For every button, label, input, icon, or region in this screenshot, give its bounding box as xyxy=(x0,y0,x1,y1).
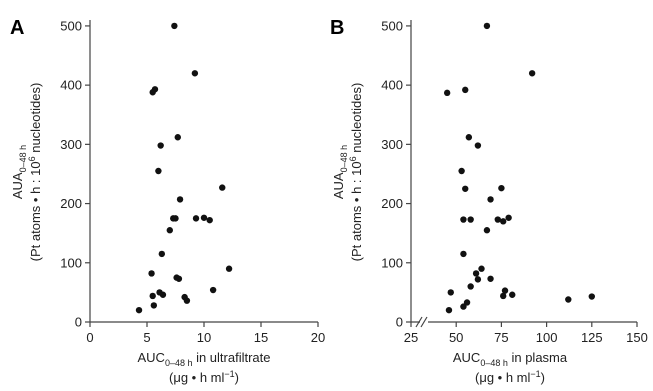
panel-b-scatter: B 0 100 200 300 400 500 25 50 75 100 125 150 AUA0–… xyxy=(330,17,648,385)
panel-b-data-point xyxy=(478,265,485,272)
panel-b-axis-break xyxy=(415,316,428,328)
panel-b-y-tick-label: 400 xyxy=(381,78,403,93)
panel-a-y-unit: (Pt atoms • h : 106 nucleotides) xyxy=(27,83,43,262)
panel-a-data-point xyxy=(158,250,166,258)
panel-a-data-point xyxy=(148,270,155,277)
panel-a-letter: A xyxy=(10,17,24,39)
panel-a-data-point xyxy=(171,22,178,30)
panel-a-data-point xyxy=(209,286,217,294)
panel-a-y-tick-label: 100 xyxy=(60,255,82,270)
panel-b-data-point xyxy=(483,227,491,234)
panel-a-data-point xyxy=(175,275,183,282)
panel-a-x-label: AUC0–48 h in ultrafiltrate xyxy=(137,350,270,368)
panel-b-x-label: AUC0–48 h in plasma xyxy=(453,350,568,368)
panel-a-y-label: AUA0–48 h xyxy=(10,145,28,199)
panel-b-y-ticks: 0 100 200 300 400 500 xyxy=(381,18,411,330)
panel-b-points xyxy=(443,22,595,314)
panel-a-data-point xyxy=(191,70,199,77)
panel-b-data-point xyxy=(528,70,536,77)
panel-b-data-point xyxy=(467,283,474,290)
panel-b-x-tick-label: 125 xyxy=(581,330,603,345)
panel-a-data-point xyxy=(176,196,184,203)
panel-b-data-point xyxy=(588,293,595,300)
panel-b-data-point xyxy=(500,218,507,225)
panel-a-data-point xyxy=(225,265,233,272)
panel-b-data-point xyxy=(474,276,482,283)
panel-a-y-tick-label: 200 xyxy=(60,196,82,211)
panel-b-data-point xyxy=(487,196,494,203)
panel-a-data-point xyxy=(149,292,156,300)
panel-b-letter: B xyxy=(330,17,344,39)
panel-a-points xyxy=(135,22,233,314)
panel-a-data-point xyxy=(172,215,179,222)
panel-a-x-tick-label: 20 xyxy=(311,330,325,345)
panel-b-data-point xyxy=(462,185,469,192)
panel-b-x-tick-label: 75 xyxy=(494,330,508,345)
panel-b-y-label: AUA0–48 h xyxy=(331,145,349,199)
panel-b-data-point xyxy=(462,86,469,94)
panel-b-data-point xyxy=(509,291,516,298)
panel-a-x-tick-label: 0 xyxy=(86,330,93,345)
panel-a-data-point xyxy=(206,216,213,224)
panel-a-x-ticks: 0 5 10 15 20 xyxy=(86,322,325,345)
panel-b-y-tick-label: 500 xyxy=(381,18,403,33)
panel-b-y-tick-label: 200 xyxy=(381,196,403,211)
panel-b-data-point xyxy=(500,292,507,300)
panel-a-x-tick-label: 15 xyxy=(254,330,268,345)
panel-b-data-point xyxy=(498,184,505,192)
panel-b-data-point xyxy=(465,134,473,141)
panel-b-data-point xyxy=(565,296,572,303)
panel-b-data-point xyxy=(447,289,454,296)
panel-b-x-tick-label: 100 xyxy=(536,330,558,345)
panel-b-x-ticks: 25 50 75 100 125 150 xyxy=(404,322,648,345)
panel-b-data-point xyxy=(501,287,509,294)
panel-a-x-tick-label: 5 xyxy=(143,330,150,345)
panel-b-data-point xyxy=(463,299,471,306)
panel-a-data-point xyxy=(149,89,156,96)
panel-a-data-point xyxy=(192,215,200,222)
panel-a-data-point xyxy=(183,297,191,304)
panel-b-data-point xyxy=(472,270,480,277)
panel-a-data-point xyxy=(157,142,164,149)
panel-a-data-point xyxy=(166,227,173,234)
panel-b-data-point xyxy=(460,216,467,223)
panel-b-data-point xyxy=(505,214,512,221)
panel-b-axes xyxy=(410,20,637,323)
panel-b-x-tick-label: 25 xyxy=(404,330,418,345)
panel-a-data-point xyxy=(135,306,143,314)
panel-a-y-tick-label: 500 xyxy=(60,18,82,33)
panel-a-y-ticks: 0 100 200 300 400 500 xyxy=(60,18,90,330)
panel-b-x-tick-label: 50 xyxy=(449,330,463,345)
panel-b-x-unit: (μg • h ml−1) xyxy=(475,369,545,385)
panel-a-data-point xyxy=(200,214,208,221)
panel-b-data-point xyxy=(458,167,465,175)
panel-b-x-tick-label: 150 xyxy=(626,330,648,345)
panel-a-y-tick-label: 400 xyxy=(60,78,82,93)
panel-a-data-point xyxy=(159,291,167,298)
panel-b-data-point xyxy=(494,216,501,223)
panel-b-y-tick-label: 0 xyxy=(396,315,403,330)
panel-b-data-point xyxy=(483,22,491,30)
panel-a-y-tick-label: 300 xyxy=(60,137,82,152)
panel-a-data-point xyxy=(174,134,181,141)
panel-a-x-tick-label: 10 xyxy=(197,330,211,345)
panel-b-data-point xyxy=(474,142,482,149)
panel-a-data-point xyxy=(155,167,162,175)
panel-a-data-point xyxy=(150,302,158,309)
panel-a-y-tick-label: 0 xyxy=(75,315,82,330)
panel-a-x-unit: (μg • h ml−1) xyxy=(169,369,239,385)
panel-a-scatter: A 0 100 200 300 400 500 0 5 10 15 20 AUA0–48 h (P… xyxy=(10,17,325,385)
panel-a-data-point xyxy=(219,184,226,191)
panel-b-data-point xyxy=(443,89,451,97)
panel-b-data-point xyxy=(487,275,494,282)
panel-a-axes xyxy=(89,20,318,323)
panel-b-data-point xyxy=(460,303,467,310)
panel-b-y-unit: (Pt atoms • h : 106 nucleotides) xyxy=(348,83,364,262)
panel-b-data-point xyxy=(467,216,474,223)
panel-b-data-point xyxy=(445,306,453,314)
panel-b-y-tick-label: 100 xyxy=(381,255,403,270)
panel-b-y-tick-label: 300 xyxy=(381,137,403,152)
panel-b-data-point xyxy=(460,250,467,258)
